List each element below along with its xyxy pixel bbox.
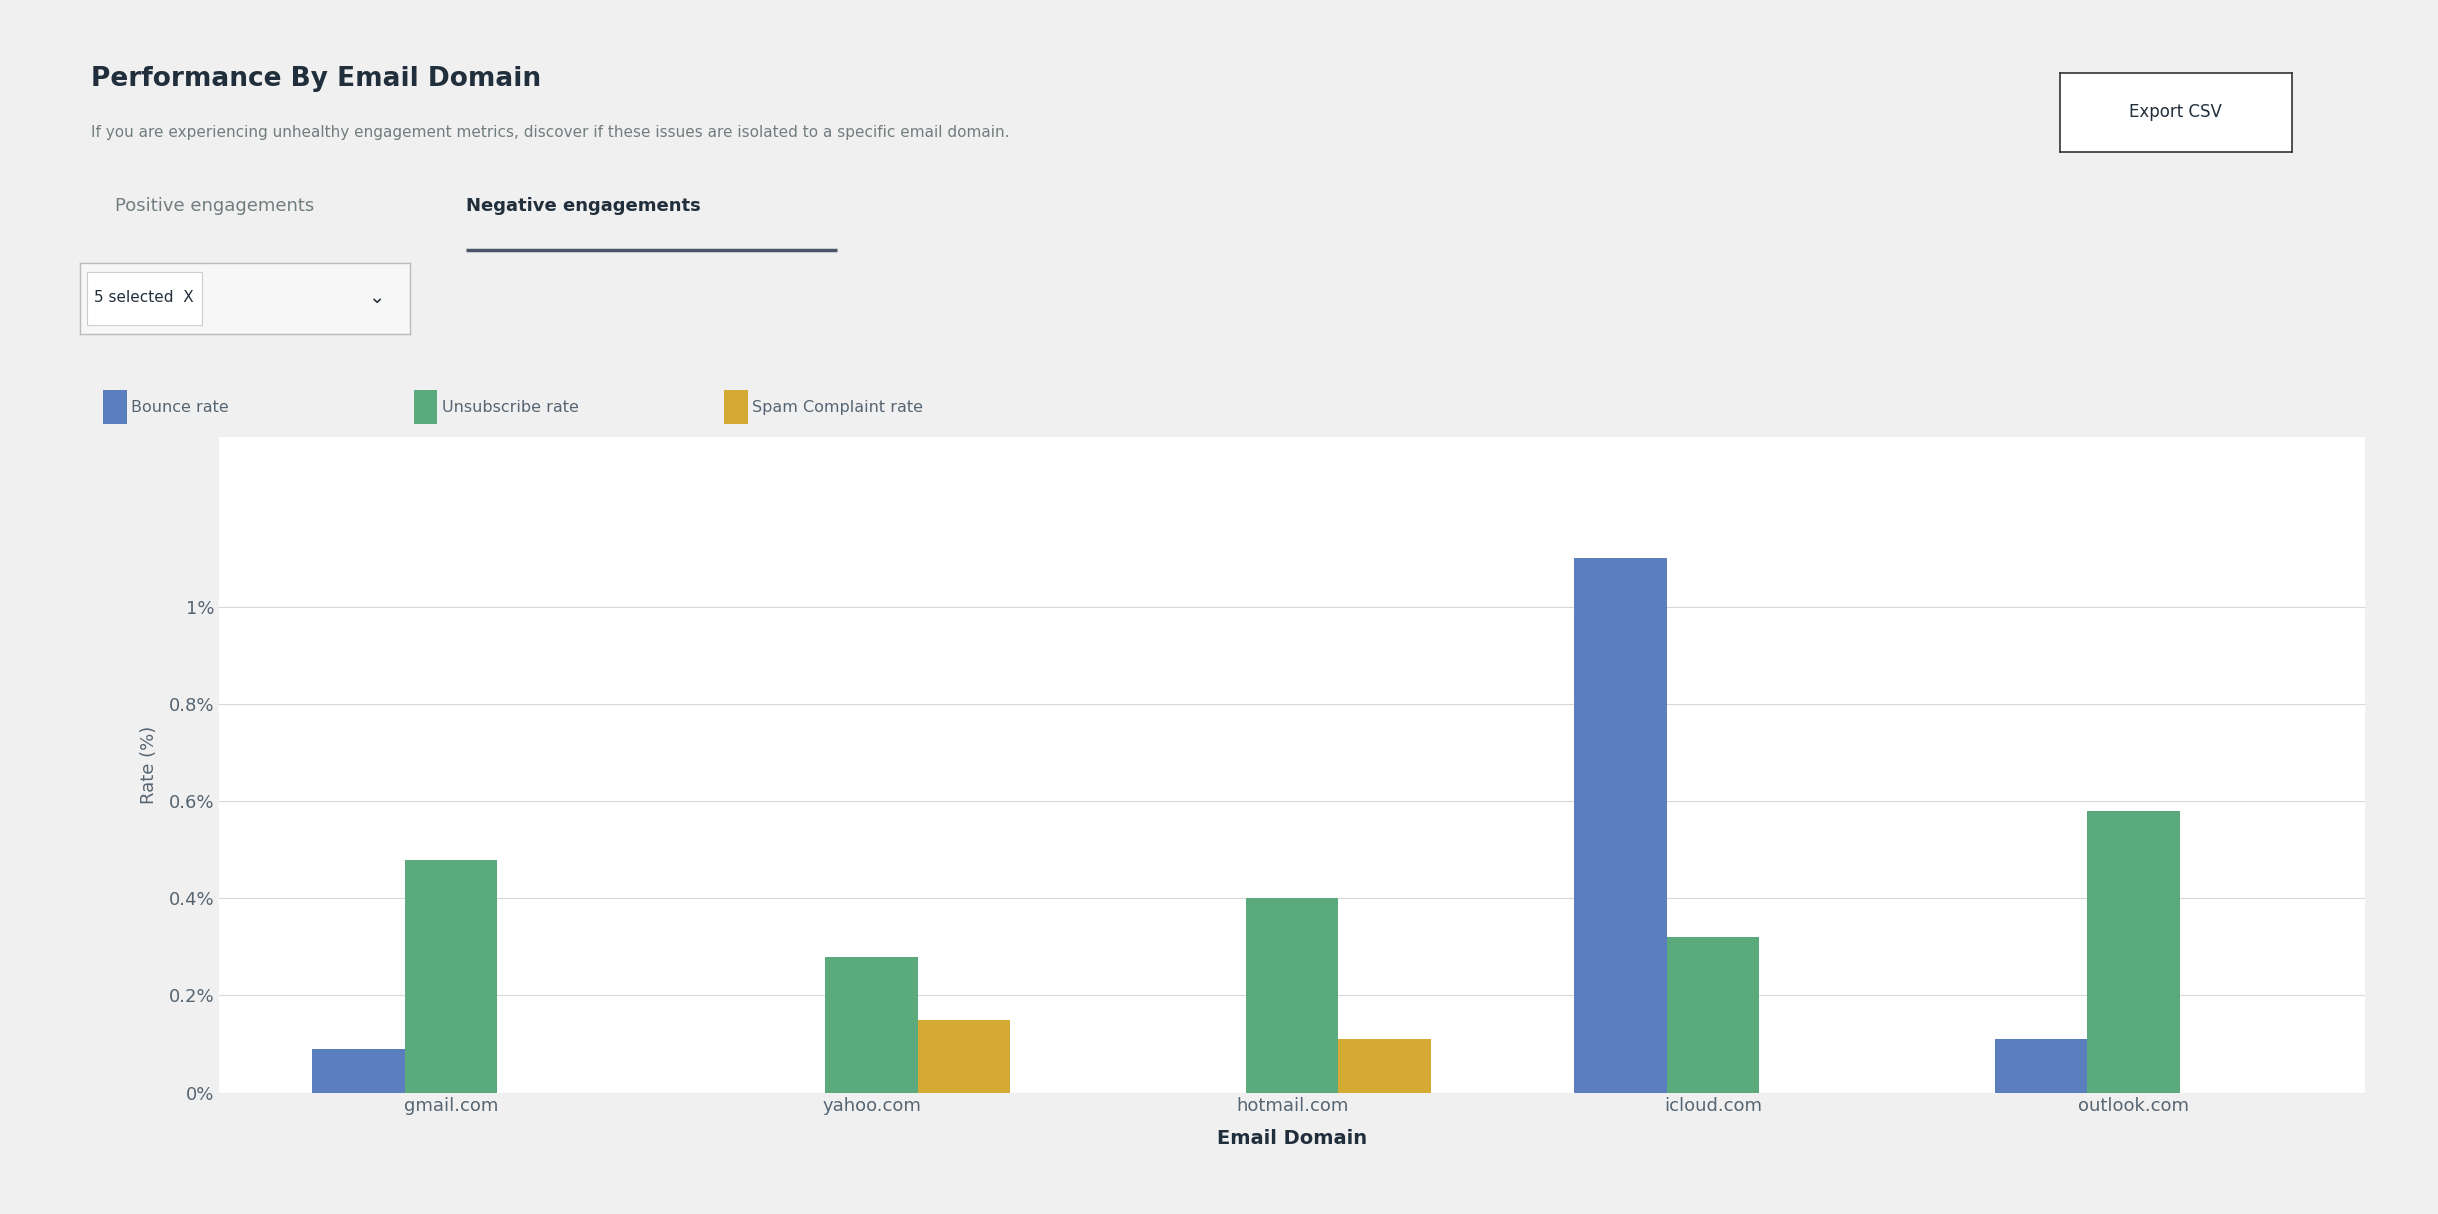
Bar — [102, 391, 127, 424]
Bar — [917, 1020, 1009, 1093]
Bar — [824, 957, 917, 1093]
Bar — [88, 272, 202, 325]
X-axis label: Email Domain: Email Domain — [1217, 1129, 1368, 1148]
Bar — [1994, 1039, 2087, 1093]
Bar — [1668, 937, 1760, 1093]
Text: Export CSV: Export CSV — [2128, 103, 2223, 121]
Bar — [405, 860, 497, 1093]
Text: Bounce rate: Bounce rate — [132, 399, 229, 415]
Text: Negative engagements: Negative engagements — [466, 197, 702, 215]
Text: 5 selected  X: 5 selected X — [93, 290, 193, 305]
Bar — [414, 391, 436, 424]
Bar — [2087, 811, 2180, 1093]
Text: Performance By Email Domain: Performance By Email Domain — [90, 66, 541, 92]
Point — [451, 243, 480, 257]
Bar — [312, 1049, 405, 1093]
Bar — [1338, 1039, 1431, 1093]
Text: Spam Complaint rate: Spam Complaint rate — [753, 399, 924, 415]
Text: ⌄: ⌄ — [368, 288, 385, 307]
Text: Positive engagements: Positive engagements — [115, 197, 315, 215]
Bar — [724, 391, 748, 424]
Bar — [1575, 558, 1668, 1093]
Y-axis label: Rate (%): Rate (%) — [139, 726, 158, 804]
Text: If you are experiencing unhealthy engagement metrics, discover if these issues a: If you are experiencing unhealthy engage… — [90, 125, 1009, 140]
Point — [822, 243, 851, 257]
Text: Unsubscribe rate: Unsubscribe rate — [441, 399, 578, 415]
Bar — [1246, 898, 1338, 1093]
